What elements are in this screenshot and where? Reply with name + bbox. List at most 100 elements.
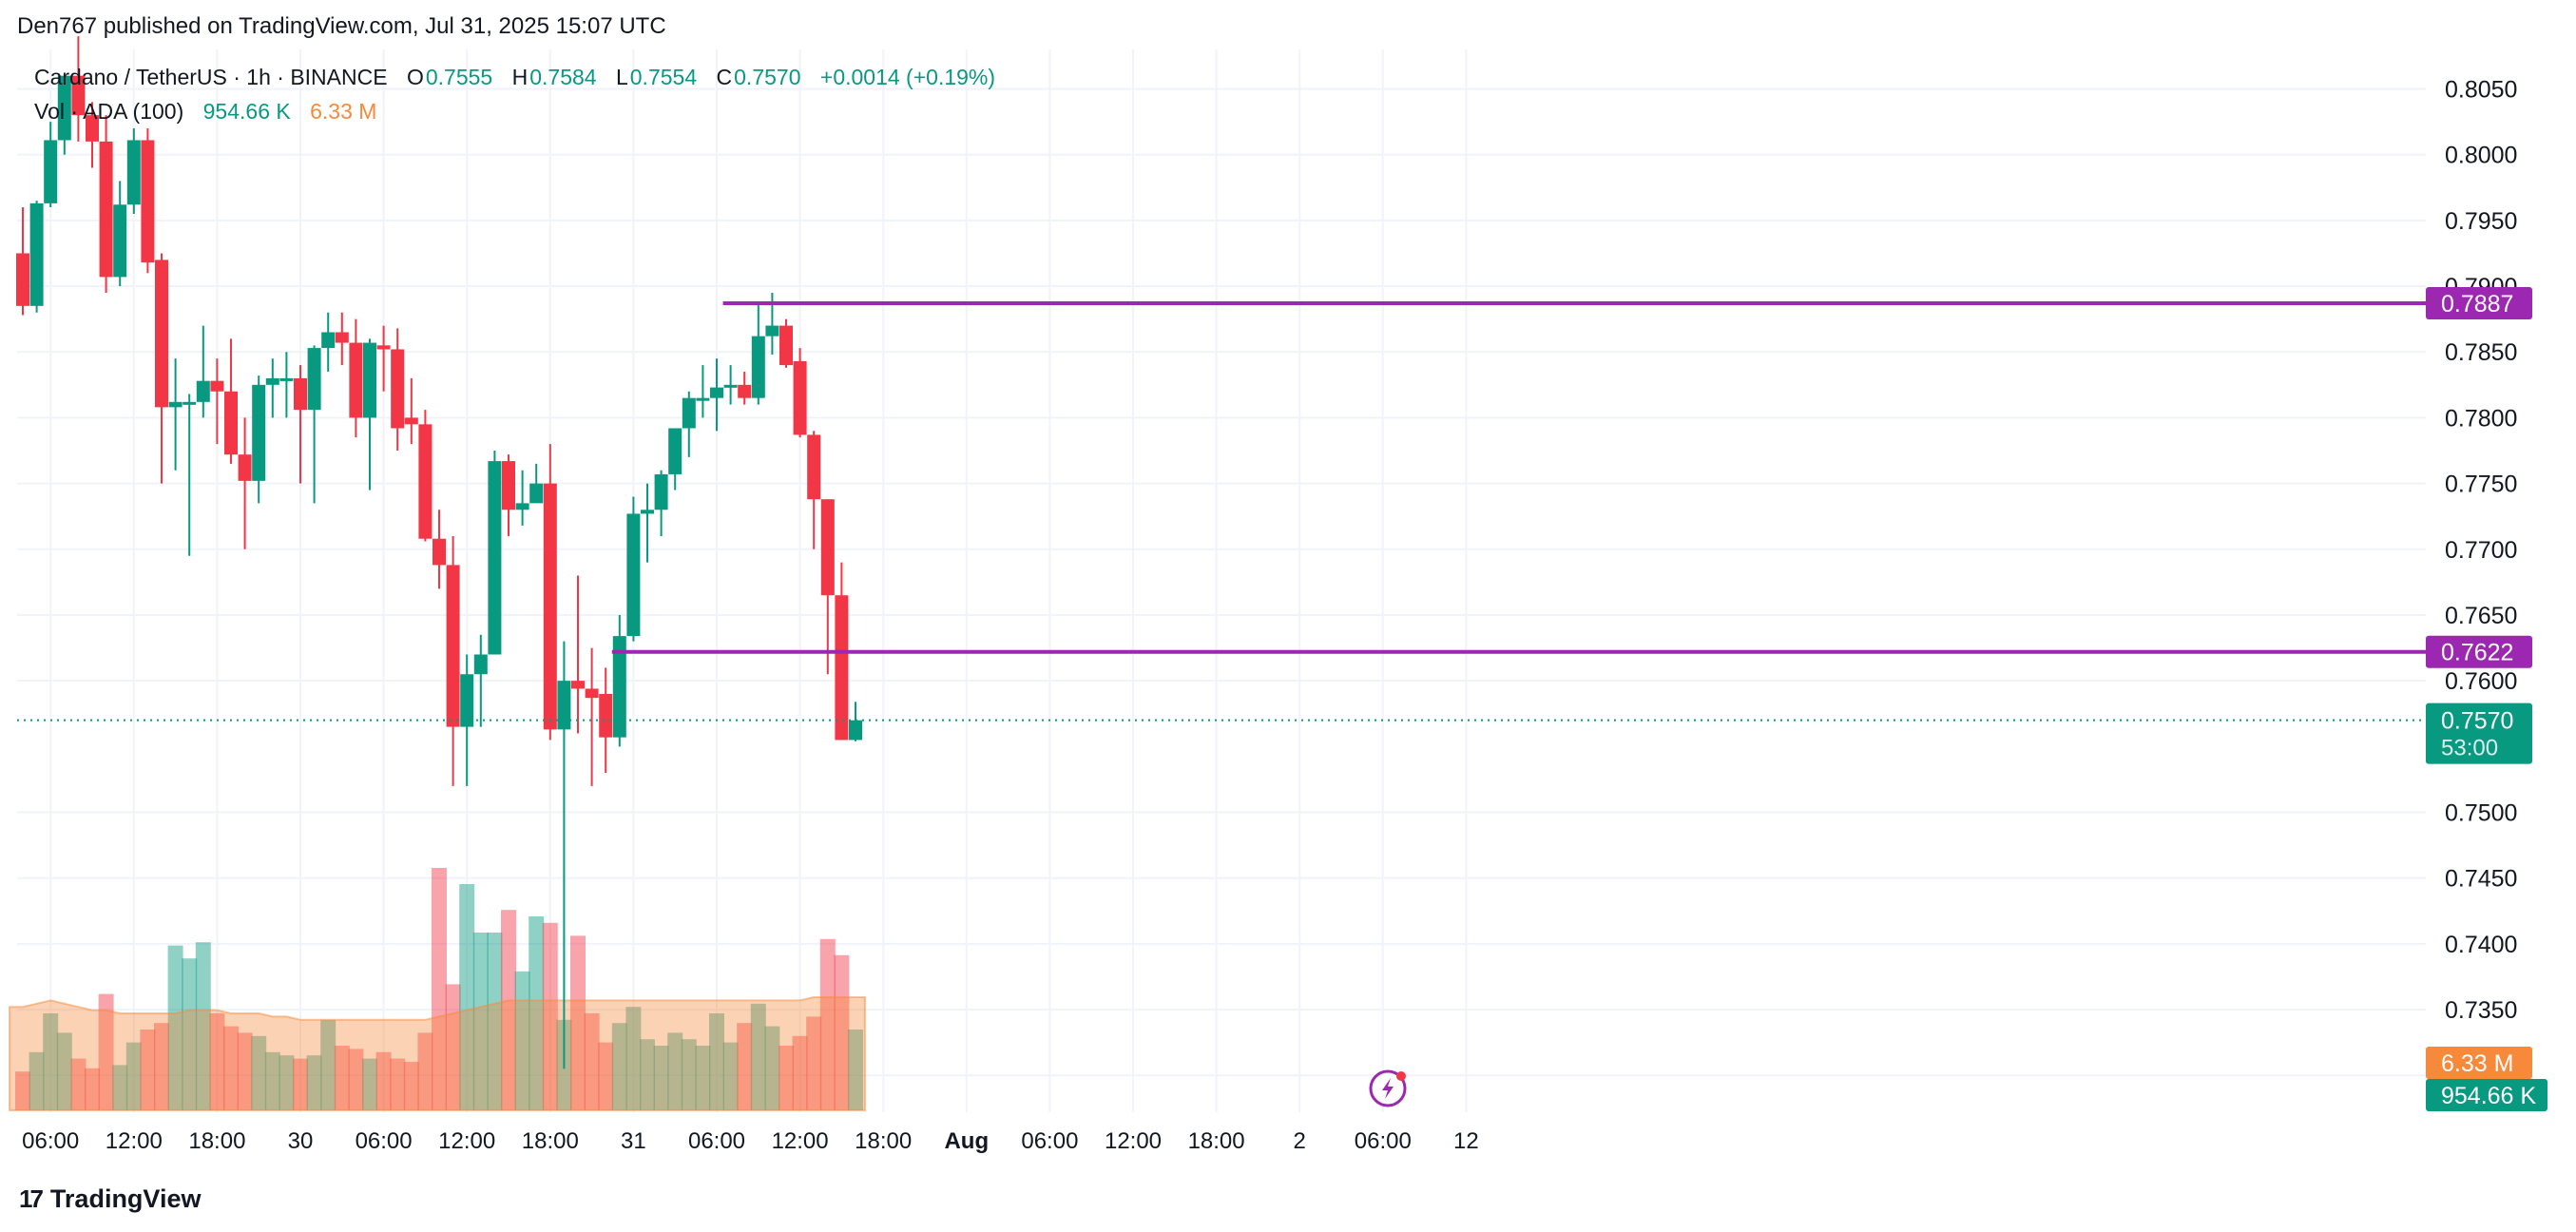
candle-body bbox=[820, 499, 835, 596]
volume-bar bbox=[223, 1026, 239, 1110]
volume-bar bbox=[737, 1023, 753, 1110]
candle-body bbox=[433, 538, 446, 566]
flash-icon[interactable] bbox=[1369, 1069, 1407, 1107]
candle-body bbox=[155, 260, 168, 408]
price-tick: 0.8000 bbox=[2445, 143, 2517, 169]
candle-body bbox=[141, 140, 155, 263]
change-value: +0.0014 (+0.19%) bbox=[819, 65, 996, 89]
volume-value: 954.66 K bbox=[202, 99, 291, 124]
candle-body bbox=[515, 503, 529, 510]
volume-bar bbox=[390, 1058, 406, 1110]
volume-bar bbox=[625, 1007, 642, 1110]
time-tick: 12:00 bbox=[438, 1128, 495, 1154]
time-tick: 06:00 bbox=[1355, 1128, 1412, 1154]
volume-bar bbox=[306, 1055, 322, 1110]
level-tag bbox=[2426, 287, 2532, 320]
candle-body bbox=[641, 510, 654, 514]
candle-body bbox=[835, 595, 849, 741]
volume-ma-tag bbox=[2426, 1047, 2532, 1079]
tradingview-logo[interactable]: 17 TradingView bbox=[19, 1184, 201, 1214]
candle-body bbox=[710, 387, 723, 398]
volume-bar bbox=[251, 1035, 267, 1110]
volume-bar bbox=[348, 1049, 364, 1110]
candle-body bbox=[168, 401, 183, 408]
candle-body bbox=[279, 377, 294, 381]
tv-logo-icon: 17 bbox=[19, 1184, 44, 1213]
volume-bar bbox=[640, 1039, 655, 1110]
candle-body bbox=[391, 349, 405, 429]
candle-body bbox=[557, 681, 571, 730]
high-value: 0.7584 bbox=[529, 65, 597, 89]
candle-body bbox=[252, 384, 266, 481]
price-tick: 0.8050 bbox=[2445, 77, 2517, 104]
candle-body bbox=[44, 140, 58, 203]
candle-body bbox=[696, 397, 710, 401]
time-tick: 06:00 bbox=[688, 1128, 745, 1154]
candle-body bbox=[57, 75, 71, 141]
volume-tag-label: 954.66 K bbox=[2441, 1083, 2536, 1109]
candle-body bbox=[473, 654, 488, 675]
candle-body bbox=[807, 434, 821, 500]
publish-info: Den767 published on TradingView.com, Jul… bbox=[17, 13, 666, 39]
open-value: 0.7555 bbox=[425, 65, 493, 89]
volume-bar bbox=[375, 1051, 392, 1110]
candle-body bbox=[751, 336, 765, 398]
time-tick: 30 bbox=[288, 1128, 314, 1154]
candle-body bbox=[363, 342, 376, 418]
volume-bar bbox=[695, 1046, 711, 1110]
candle-body bbox=[849, 720, 862, 741]
time-tick: 06:00 bbox=[22, 1128, 79, 1154]
volume-bar bbox=[819, 938, 836, 1110]
candle-body bbox=[723, 384, 738, 388]
volume-bar bbox=[722, 1042, 739, 1110]
volume-bar bbox=[293, 1058, 308, 1110]
volume-label[interactable]: Vol · ADA (100) bbox=[34, 99, 184, 124]
volume-bar bbox=[709, 1013, 724, 1110]
candle-body bbox=[738, 384, 752, 398]
volume-bar bbox=[403, 1062, 419, 1110]
volume-bar bbox=[529, 916, 545, 1110]
volume-bar bbox=[43, 1013, 59, 1110]
candle-body bbox=[210, 380, 224, 392]
countdown-label: 53:00 bbox=[2441, 736, 2498, 761]
price-tick: 0.7850 bbox=[2445, 339, 2517, 366]
candle-body bbox=[488, 461, 502, 655]
price-tick: 0.7750 bbox=[2445, 472, 2517, 498]
candle-body bbox=[321, 332, 336, 349]
time-tick: 18:00 bbox=[1188, 1128, 1245, 1154]
volume-bar bbox=[56, 1032, 72, 1110]
volume-bar bbox=[653, 1046, 669, 1110]
volume-bar bbox=[459, 884, 475, 1110]
volume-bar bbox=[681, 1039, 697, 1110]
volume-bar bbox=[195, 942, 211, 1110]
symbol-name[interactable]: Cardano / TetherUS · 1h · BINANCE bbox=[34, 65, 388, 89]
volume-bar bbox=[167, 945, 183, 1110]
candle-body bbox=[793, 360, 807, 435]
volume-bar bbox=[362, 1058, 377, 1110]
candle-body bbox=[99, 141, 113, 278]
candle-body bbox=[418, 424, 433, 539]
price-tick: 0.7350 bbox=[2445, 997, 2517, 1024]
candle-body bbox=[113, 204, 127, 278]
time-tick: 06:00 bbox=[1021, 1128, 1078, 1154]
volume-bar bbox=[806, 1016, 822, 1110]
candle-body bbox=[307, 348, 321, 411]
candle-body bbox=[765, 325, 779, 337]
level-tag bbox=[2426, 635, 2532, 668]
volume-pane bbox=[9, 868, 866, 1111]
candle-body bbox=[335, 332, 349, 343]
volume-bar bbox=[487, 933, 503, 1110]
volume-bar bbox=[154, 1023, 169, 1110]
candle-body bbox=[502, 461, 515, 510]
price-tick: 0.7800 bbox=[2445, 405, 2517, 432]
last-price-tag bbox=[2426, 703, 2532, 764]
candle-body bbox=[668, 428, 682, 474]
candles bbox=[16, 36, 862, 1069]
candle-body bbox=[654, 473, 668, 510]
price-tick: 0.7600 bbox=[2445, 668, 2517, 695]
candle-body bbox=[265, 377, 279, 385]
candle-body bbox=[29, 202, 44, 306]
candle-body bbox=[682, 397, 696, 429]
